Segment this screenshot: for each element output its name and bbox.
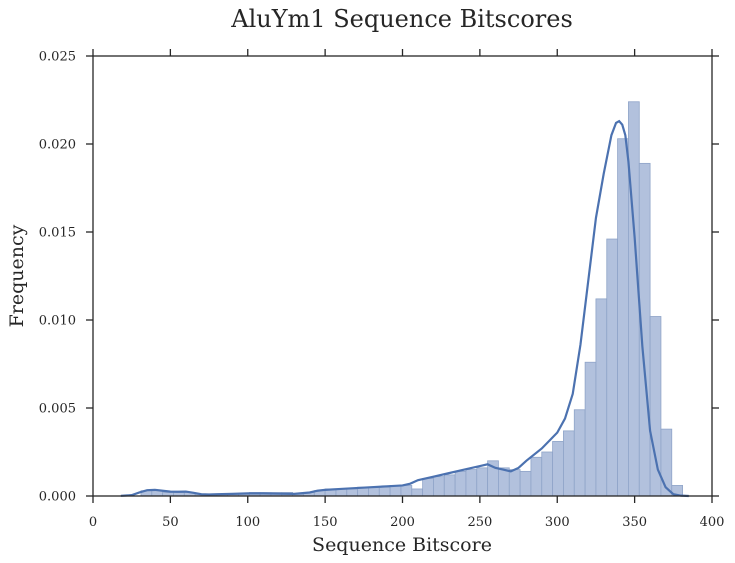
- histogram-bar: [552, 441, 564, 497]
- x-tick-label: 50: [162, 515, 179, 530]
- histogram-bar: [411, 488, 424, 497]
- kde-curve: [120, 119, 689, 498]
- histogram-bar: [465, 469, 478, 497]
- histogram-bar: [378, 486, 391, 497]
- histogram-bar: [368, 486, 380, 497]
- x-tick-label: 100: [235, 515, 260, 530]
- y-tick-label: 0.015: [39, 226, 76, 241]
- x-tick-label: 250: [467, 515, 492, 530]
- histogram-bars: [140, 101, 683, 497]
- histogram-bar: [606, 238, 619, 497]
- x-tick-label: 400: [700, 515, 725, 530]
- x-tick-label: 300: [545, 515, 570, 530]
- histogram-bar: [498, 467, 510, 497]
- y-tick-label: 0.020: [39, 138, 76, 153]
- histogram-bar: [617, 138, 629, 497]
- y-axis-label: Frequency: [6, 224, 28, 327]
- x-axis-ticks: 0 50 100 150 200 250 300 350 400: [89, 49, 725, 530]
- chart-title: AluYm1 Sequence Bitscores: [230, 5, 573, 33]
- histogram-bar: [628, 101, 640, 497]
- histogram-bar: [400, 485, 413, 497]
- y-tick-label: 0.025: [39, 50, 76, 65]
- histogram-bar: [563, 430, 575, 497]
- histogram-bar: [530, 456, 543, 497]
- y-axis-ticks: 0.000 0.005 0.010 0.015 0.020 0.025: [39, 50, 719, 505]
- x-axis-label: Sequence Bitscore: [312, 534, 492, 556]
- y-tick-label: 0.005: [39, 402, 76, 417]
- x-tick-label: 200: [390, 515, 415, 530]
- histogram-bar: [584, 361, 597, 497]
- histogram-bar: [508, 469, 521, 497]
- histogram-bar: [443, 474, 456, 497]
- y-tick-label: 0.000: [39, 490, 76, 505]
- histogram-bar: [519, 470, 532, 497]
- x-tick-label: 0: [89, 515, 97, 530]
- histogram-bar: [422, 477, 434, 497]
- histogram-bar: [649, 316, 662, 497]
- histogram-bar: [541, 451, 554, 497]
- histogram-bar: [595, 298, 608, 497]
- histogram-bar: [454, 470, 467, 497]
- x-tick-label: 150: [313, 515, 338, 530]
- histogram-bar: [433, 476, 445, 497]
- histogram-bar: [660, 428, 673, 497]
- histogram-bar: [346, 488, 359, 497]
- histogram-bar: [476, 467, 489, 497]
- y-tick-label: 0.010: [39, 314, 76, 329]
- histogram-bar: [573, 409, 586, 497]
- x-tick-label: 350: [622, 515, 647, 530]
